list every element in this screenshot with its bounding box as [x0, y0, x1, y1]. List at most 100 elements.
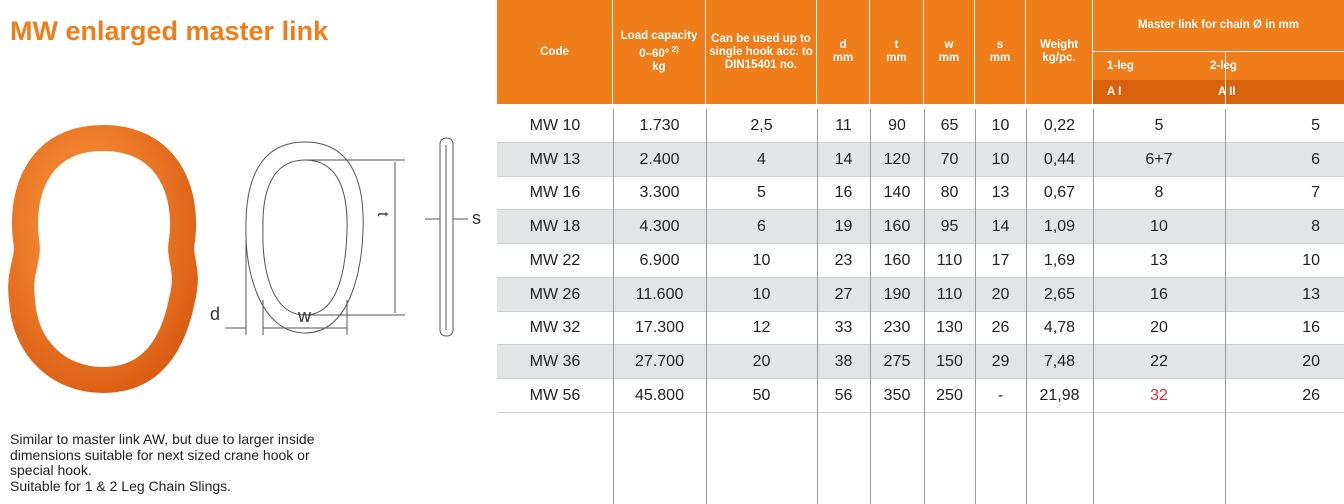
sub-divider — [1225, 52, 1226, 104]
description: Similar to master link AW, but due to la… — [10, 431, 315, 494]
header-line: kg — [652, 60, 666, 73]
table-cell: 110 — [936, 285, 963, 303]
table-cell: 6+7 — [1145, 150, 1173, 168]
table-cell: 26 — [1302, 386, 1320, 404]
table-cell: 7 — [1311, 184, 1320, 202]
group-header: Master link for chain Ø in mm — [1093, 0, 1344, 52]
table-cell: 5 — [757, 184, 766, 202]
table-cell: 8 — [1154, 184, 1164, 202]
table-cell: 6 — [757, 218, 766, 236]
table-cell: 5 — [1311, 116, 1320, 134]
header-line: mm — [886, 52, 907, 64]
table-cell: 32 — [1150, 386, 1168, 404]
title: MW enlarged master link — [10, 16, 329, 46]
table-cell: 10 — [752, 285, 771, 303]
table-cell: - — [997, 386, 1004, 404]
mark-row-bg — [1093, 80, 1344, 104]
table-cell: MW 26 — [529, 285, 581, 303]
table-cell: 20 — [752, 353, 771, 371]
spec-table: Code Load capacity 0–60° 2) kg Can be used u… — [497, 0, 1344, 504]
illustration: d w t s — [8, 124, 481, 394]
column-header: w mm — [924, 0, 975, 104]
row-bg — [497, 311, 1344, 346]
table-cell: 230 — [883, 319, 911, 337]
sub-header: 2-leg — [1210, 60, 1237, 72]
row-bg — [497, 379, 1344, 413]
table-cell: 17 — [991, 251, 1010, 269]
table-cell: 110 — [936, 251, 963, 269]
table-cell: MW 56 — [529, 386, 581, 404]
column-header: Can be used up to single hook acc. to DIN1… — [706, 0, 817, 104]
sub-mark: A I — [1107, 86, 1122, 98]
row-bg — [497, 244, 1344, 278]
table-cell: 20 — [1150, 319, 1168, 337]
table-cell: 10 — [752, 251, 771, 269]
table-cell: 4.300 — [639, 218, 680, 236]
table-cell: 8 — [1311, 218, 1320, 236]
table-cell: 160 — [883, 218, 911, 236]
header-line: w — [944, 39, 954, 51]
table-cell: 130 — [936, 319, 963, 337]
table-cell: 80 — [940, 184, 959, 202]
header-line: t — [894, 39, 899, 51]
footnote-ref: 2) — [669, 45, 679, 55]
sub-mark: A II — [1218, 86, 1236, 98]
column-divider — [1225, 109, 1226, 504]
column-divider — [1093, 109, 1094, 504]
table-cell: 33 — [834, 319, 853, 337]
dim-label: d — [210, 304, 220, 324]
header-line: 0–60° 2) — [639, 45, 679, 60]
column-header: Weight kg/pc. — [1026, 0, 1093, 104]
table-cell: 6.900 — [639, 251, 680, 269]
table-cell: 10 — [991, 150, 1010, 168]
table-cell: 120 — [883, 150, 911, 168]
row-bg — [497, 109, 1344, 143]
table-cell: 23 — [834, 251, 853, 269]
table-cell: 190 — [883, 285, 911, 303]
header-line: s — [996, 39, 1004, 51]
table-cell: 50 — [752, 386, 771, 404]
table-cell: 14 — [991, 218, 1010, 236]
table-cell: 95 — [940, 218, 959, 236]
table-cell: 0,22 — [1043, 116, 1076, 134]
column-divider — [870, 109, 871, 504]
table-cell: 22 — [1150, 353, 1168, 371]
technical-drawing — [225, 137, 468, 337]
header-line: Can be used up to — [711, 32, 811, 45]
row-bg — [497, 277, 1344, 312]
row-bg — [497, 176, 1344, 211]
table-cell: 27.700 — [635, 353, 684, 371]
table-cell: 10 — [991, 116, 1010, 134]
description-line: Similar to master link AW, but due to la… — [10, 431, 315, 447]
table-cell: 16 — [1150, 285, 1168, 303]
table-cell: 21,98 — [1039, 386, 1080, 404]
header-line: DIN15401 no. — [724, 58, 798, 71]
dim-label: s — [472, 208, 481, 228]
table-cell: 1,09 — [1043, 218, 1076, 236]
column-divider — [706, 109, 707, 504]
sub-header: 1-leg — [1107, 60, 1134, 72]
table-cell: 70 — [940, 150, 959, 168]
dim-label: w — [297, 306, 312, 326]
table-cell: MW 13 — [529, 150, 581, 168]
table-cell: 13 — [1302, 285, 1320, 303]
table-cell: 90 — [888, 116, 906, 134]
table-cell: 14 — [834, 150, 853, 168]
table-cell: 16 — [834, 184, 853, 202]
table-cell: 3.300 — [639, 184, 680, 202]
header-line: mm — [989, 52, 1011, 64]
table-cell: 0,67 — [1043, 184, 1076, 202]
table-cell: 17.300 — [635, 319, 684, 337]
table-cell: 7,48 — [1043, 353, 1076, 371]
column-divider — [975, 109, 976, 504]
table-cell: 1.730 — [639, 116, 680, 134]
column-divider — [924, 109, 925, 504]
table-cell: 275 — [883, 353, 911, 371]
table-cell: 1,69 — [1043, 251, 1076, 269]
table-cell: 160 — [883, 251, 911, 269]
table-cell: 20 — [991, 285, 1010, 303]
table-cell: 350 — [883, 386, 911, 404]
table-cell: MW 16 — [529, 184, 581, 202]
table-cell: 56 — [834, 386, 853, 404]
